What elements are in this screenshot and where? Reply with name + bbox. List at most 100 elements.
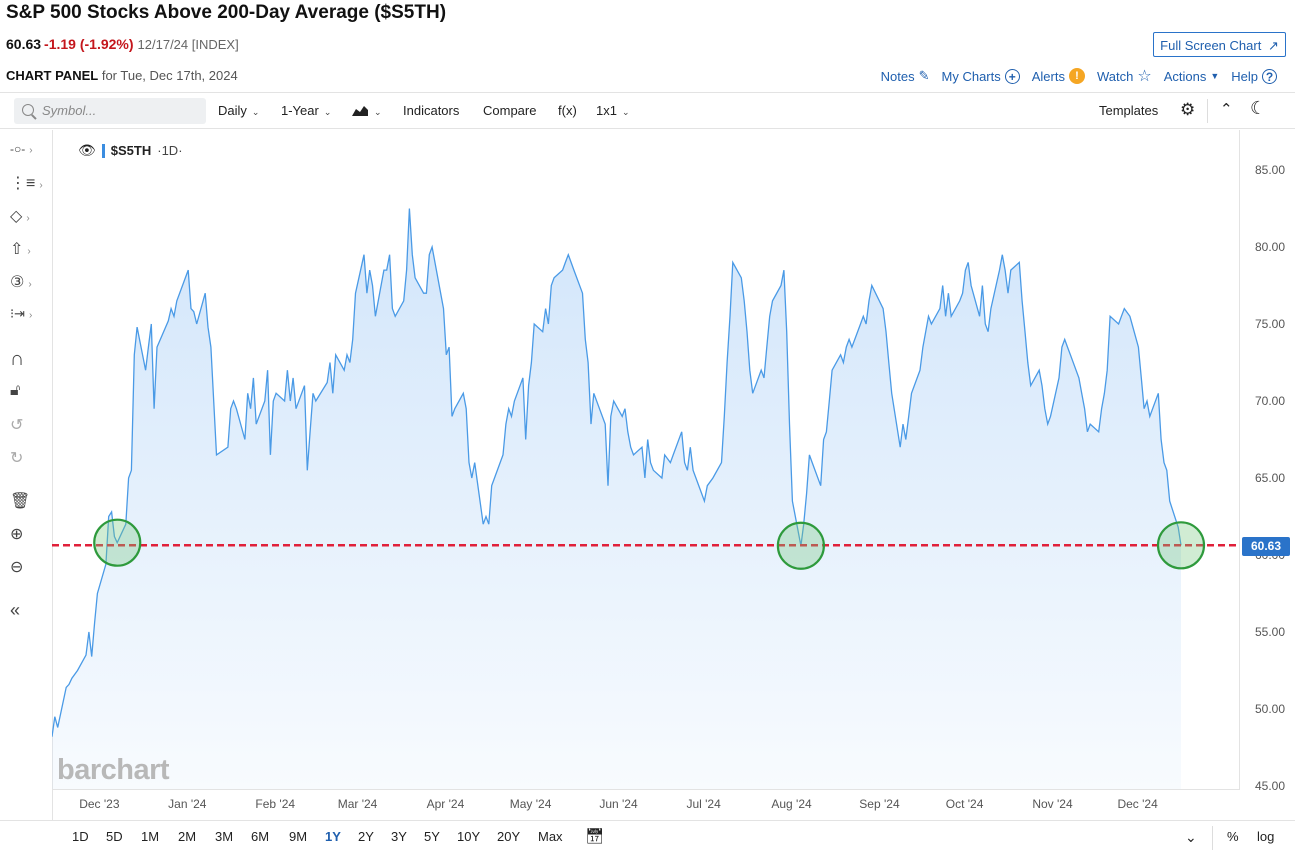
magnet-button[interactable]: ∩	[10, 348, 44, 372]
arrow-tool-button[interactable]: ⇧ ›	[10, 239, 44, 263]
chevron-right-icon: ›	[28, 279, 32, 290]
compare-button[interactable]: Compare	[483, 103, 537, 118]
symbol-search-input[interactable]: Symbol...	[14, 98, 206, 124]
range-button-1y[interactable]: 1Y	[325, 829, 341, 844]
search-icon	[22, 104, 34, 116]
pattern-icon: ⁝⇥	[10, 306, 26, 321]
my-charts-link[interactable]: My Charts +	[942, 68, 1020, 84]
chevron-right-icon: ›	[29, 145, 33, 156]
expand-arrow-icon: ↗	[1267, 38, 1279, 53]
range-button-10y[interactable]: 10Y	[457, 829, 481, 844]
range-button-20y[interactable]: 20Y	[497, 829, 521, 844]
actions-menu[interactable]: Actions ▼	[1164, 69, 1220, 84]
templates-button[interactable]: Templates	[1099, 103, 1159, 118]
x-tick-label: Feb '24	[255, 797, 295, 811]
x-tick-label: Jan '24	[168, 797, 207, 811]
y-axis-border	[1239, 130, 1240, 790]
number-marker-icon: ③	[10, 274, 25, 291]
dark-mode-moon-icon[interactable]: ☾	[1250, 98, 1267, 118]
undo-button[interactable]: ↺	[10, 415, 44, 439]
actions-label: Actions	[1163, 68, 1207, 84]
function-button[interactable]: f(x)	[558, 103, 577, 118]
collapse-up-icon[interactable]: ⌃	[1220, 101, 1233, 118]
series-legend[interactable]: 👁︎ $S5TH ·1D·	[78, 142, 183, 159]
chart-panel-title: CHART PANEL	[6, 68, 99, 83]
chart-type-dropdown[interactable]: ⌄	[351, 103, 382, 118]
arrow-up-icon: ⇧	[10, 241, 24, 258]
calendar-icon[interactable]: 📅︎	[585, 828, 605, 845]
y-tick-label: 85.00	[1255, 163, 1285, 177]
chevron-down-icon: ⌄	[374, 107, 382, 117]
range-button-9m[interactable]: 9M	[289, 829, 308, 844]
double-chevron-down-icon[interactable]: ⌄	[1185, 829, 1197, 845]
collapse-sidebar-button[interactable]: «	[10, 600, 44, 624]
series-symbol: $S5TH	[110, 143, 152, 158]
line-tool-button[interactable]: -○- ›	[10, 140, 44, 164]
series-area	[52, 208, 1181, 789]
range-button-5y[interactable]: 5Y	[424, 829, 440, 844]
layout-dropdown[interactable]: 1x1 ⌄	[596, 103, 630, 118]
range-button-6m[interactable]: 6M	[251, 829, 270, 844]
trash-icon: 🗑︎	[10, 493, 31, 510]
annotation-tool-button[interactable]: ③ ›	[10, 272, 44, 296]
period-dropdown[interactable]: Daily ⌄	[218, 103, 259, 118]
x-tick-label: Jul '24	[686, 797, 721, 811]
pattern-tool-button[interactable]: ⁝⇥ ›	[10, 305, 44, 329]
range-button-5d[interactable]: 5D	[106, 829, 123, 844]
x-tick-label: Apr '24	[427, 797, 465, 811]
range-button-1m[interactable]: 1M	[141, 829, 160, 844]
chevron-right-icon: ›	[27, 246, 31, 257]
notes-link[interactable]: Notes ✎	[881, 68, 930, 84]
range-button-2m[interactable]: 2M	[178, 829, 197, 844]
zoom-in-icon: ⊕	[10, 526, 24, 543]
zoom-out-button[interactable]: ⊖	[10, 557, 44, 581]
y-tick-label: 55.00	[1255, 625, 1285, 639]
log-scale-button[interactable]: log	[1257, 829, 1275, 844]
range-button-1d[interactable]: 1D	[72, 829, 89, 844]
delete-button[interactable]: 🗑︎	[10, 491, 44, 515]
lock-button[interactable]: 🔓︎	[10, 382, 44, 406]
series-interval: ·1D·	[157, 143, 183, 158]
zoom-in-button[interactable]: ⊕	[10, 524, 44, 548]
bottom-divider	[1212, 826, 1213, 850]
period-label: Daily	[218, 103, 247, 118]
range-bar: 1D 5D 1M 2M 3M 6M 9M 1Y 2Y 3Y 5Y 10Y 20Y Max 📅︎ ⌄ % l…	[0, 820, 1295, 855]
highlight-circle-3	[1156, 521, 1206, 570]
x-tick-label: Mar '24	[338, 797, 378, 811]
range-button-3y[interactable]: 3Y	[391, 829, 407, 844]
full-screen-chart-button[interactable]: Full Screen Chart ↗	[1153, 32, 1286, 57]
y-tick-label: 50.00	[1255, 702, 1285, 716]
alerts-link[interactable]: Alerts!	[1032, 68, 1085, 84]
redo-button[interactable]: ↻	[10, 448, 44, 472]
range-dropdown[interactable]: 1-Year ⌄	[281, 103, 331, 118]
fib-tool-button[interactable]: ⋮≡ ›	[10, 173, 44, 197]
gear-icon[interactable]: ⚙	[1180, 100, 1196, 119]
indicators-button[interactable]: Indicators	[403, 103, 460, 118]
alerts-label: Alerts	[1031, 68, 1065, 84]
chevron-right-icon: ›	[29, 310, 33, 321]
last-value-label: 60.63	[1242, 537, 1290, 556]
chevron-down-icon: ⌄	[621, 107, 630, 117]
caret-down-icon: ▼	[1210, 71, 1220, 81]
barchart-watermark: barchart	[57, 754, 170, 786]
help-link[interactable]: Help?	[1231, 68, 1277, 84]
x-tick-label: Dec '24	[1117, 797, 1158, 811]
chart-plot[interactable]: 45.0050.0055.0060.0065.0070.0075.0080.00…	[52, 130, 1295, 820]
watch-link[interactable]: Watch ☆	[1097, 66, 1152, 86]
zoom-out-icon: ⊖	[10, 559, 24, 576]
range-button-2y[interactable]: 2Y	[358, 829, 374, 844]
range-button-3m[interactable]: 3M	[215, 829, 234, 844]
x-tick-label: Aug '24	[771, 797, 812, 811]
y-tick-label: 45.00	[1255, 779, 1285, 793]
y-tick-label: 65.00	[1255, 471, 1285, 485]
chart-panel-label: CHART PANEL for Tue, Dec 17th, 2024	[6, 68, 238, 83]
percent-scale-button[interactable]: %	[1227, 829, 1239, 844]
unlock-icon: 🔓︎	[10, 382, 21, 399]
range-label: 1-Year	[281, 103, 319, 118]
shape-tool-button[interactable]: ◇ ›	[10, 206, 44, 230]
quote-line: 60.63 -1.19 (-1.92%) 12/17/24 [INDEX]	[6, 36, 239, 52]
range-button-max[interactable]: Max	[538, 829, 563, 844]
eye-icon[interactable]: 👁︎	[78, 142, 96, 158]
drawing-tools-sidebar: -○- › ⋮≡ › ◇ › ⇧ › ③ › ⁝⇥ › ∩ 🔓︎ ↺ ↻ 🗑︎ ⊕ ⊖ «	[0, 130, 53, 820]
symbol-placeholder: Symbol...	[42, 103, 97, 118]
